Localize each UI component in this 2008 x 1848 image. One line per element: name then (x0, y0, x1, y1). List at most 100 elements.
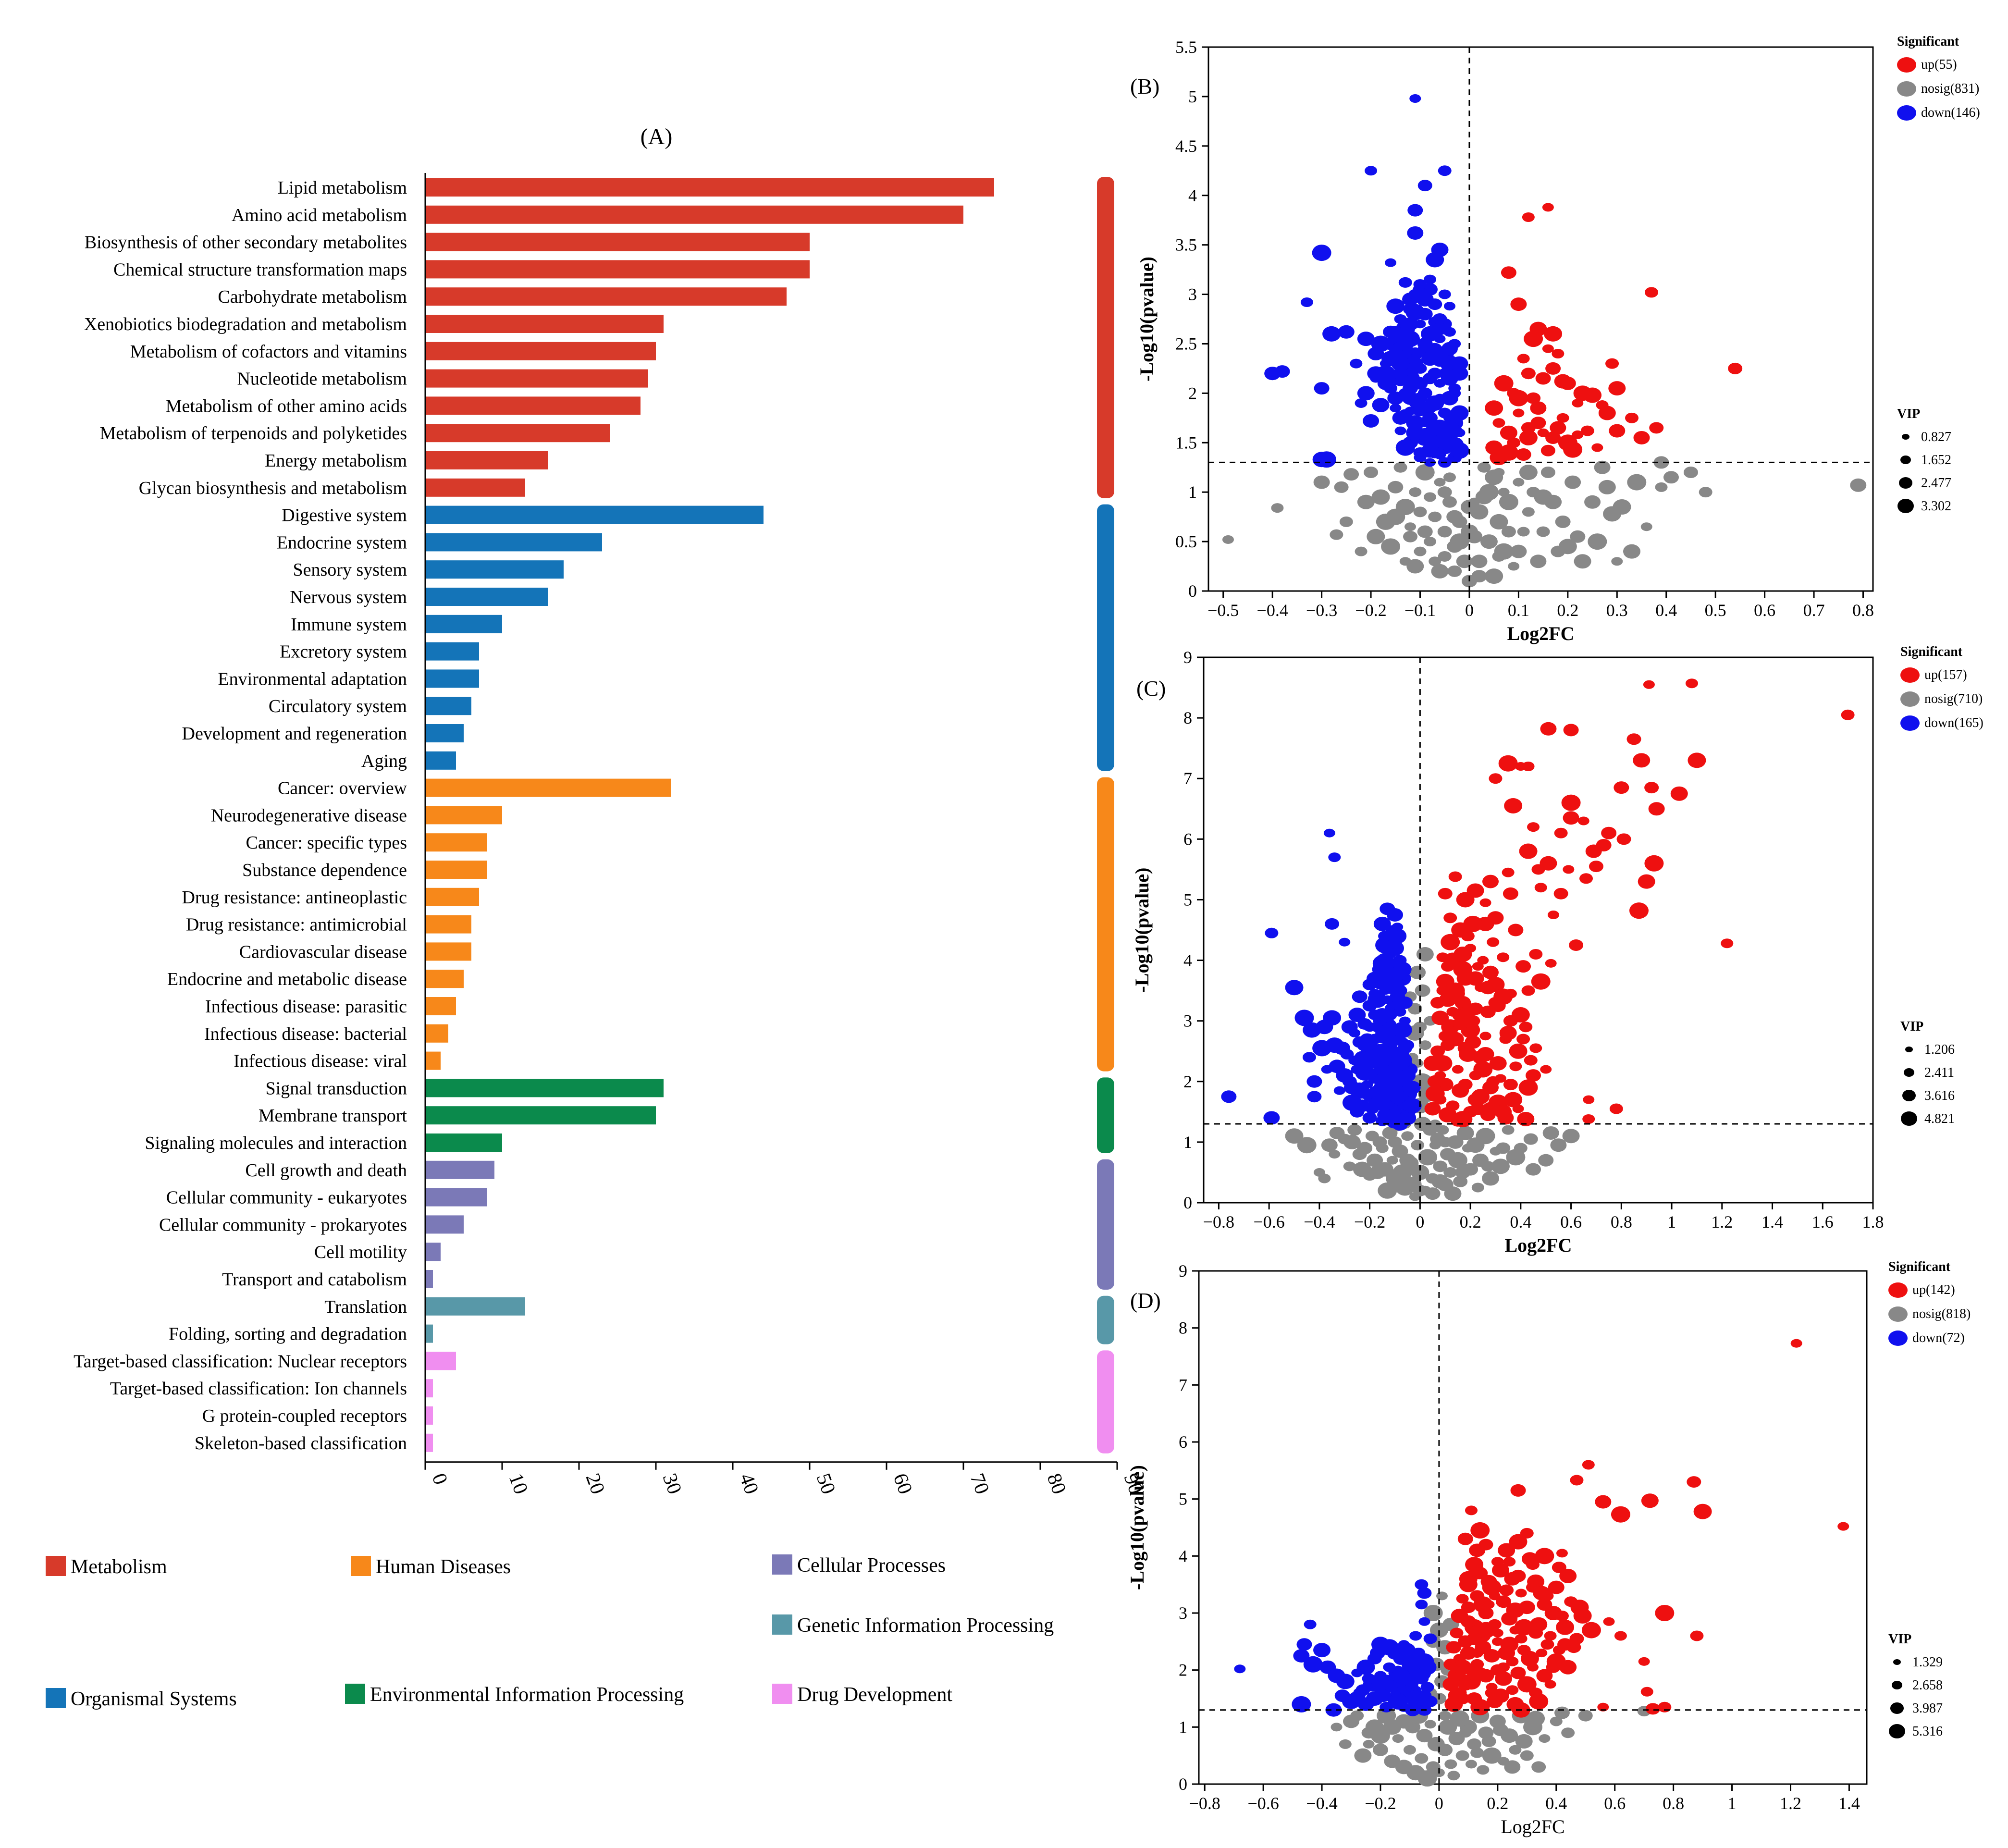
data-point (1444, 1186, 1462, 1201)
bar (425, 1188, 487, 1207)
data-point (1378, 931, 1392, 942)
data-point (1417, 308, 1433, 320)
data-point (1441, 961, 1454, 972)
data-point (1450, 1710, 1469, 1727)
vip-marker (1902, 1090, 1916, 1101)
data-point (1415, 464, 1435, 481)
data-point (1450, 442, 1469, 459)
bar (425, 1352, 456, 1370)
bar-category-label: Metabolism of cofactors and vitamins (130, 342, 407, 362)
bar-category-label: Infectious disease: parasitic (205, 997, 407, 1017)
data-point (1537, 428, 1549, 437)
data-point (1542, 203, 1554, 212)
data-point (1417, 1770, 1431, 1781)
legend-label: Drug Development (797, 1684, 952, 1706)
data-point (1393, 961, 1412, 977)
data-point (1416, 947, 1434, 961)
data-point (1608, 381, 1626, 396)
bar (425, 915, 471, 934)
data-point (1450, 1115, 1465, 1127)
data-point (1441, 342, 1458, 356)
data-point (1450, 1627, 1464, 1639)
data-point (1498, 1543, 1515, 1558)
vip-marker (1893, 1659, 1901, 1665)
data-point (1480, 534, 1498, 549)
data-point (1460, 1646, 1477, 1660)
bar (425, 1297, 525, 1316)
data-point (1536, 1669, 1553, 1683)
legend-marker (1900, 667, 1920, 683)
bar-category-label: Digestive system (282, 505, 407, 526)
vip-marker (1905, 1047, 1913, 1052)
y-tick-label: 8 (1179, 1318, 1187, 1338)
data-point (1409, 965, 1426, 979)
data-point (1522, 762, 1535, 771)
data-point (1561, 1727, 1575, 1738)
data-point (1412, 1674, 1425, 1684)
data-point (1531, 864, 1545, 875)
y-tick-label: 6 (1179, 1432, 1187, 1452)
data-point (1443, 302, 1455, 311)
data-point (1407, 357, 1424, 370)
vip-label: 5.316 (1912, 1724, 1943, 1739)
data-point (1285, 1128, 1304, 1144)
data-point (1489, 1591, 1501, 1601)
bar (425, 970, 464, 988)
legend-marker (1900, 715, 1920, 731)
data-point (1462, 1144, 1474, 1153)
data-point (1641, 1493, 1659, 1508)
data-point (1414, 453, 1427, 463)
data-point (1455, 1750, 1469, 1761)
data-point (1490, 999, 1506, 1012)
data-point (1790, 1339, 1802, 1348)
data-point (1499, 1584, 1514, 1596)
data-point (1570, 530, 1586, 543)
data-point (1542, 1126, 1559, 1140)
data-point (1509, 1043, 1528, 1059)
group-side-bar (1097, 1295, 1114, 1344)
data-point (1492, 551, 1506, 562)
y-tick-label: 4.5 (1175, 136, 1197, 156)
data-point (1467, 1093, 1483, 1106)
x-tick-label: 0.6 (1754, 601, 1775, 620)
vip-label: 1.206 (1924, 1042, 1955, 1057)
x-tick-label: −0.4 (1306, 1794, 1337, 1813)
data-point (1500, 1637, 1519, 1652)
data-point (1348, 1008, 1366, 1023)
data-point (1510, 544, 1527, 558)
vip-marker (1889, 1724, 1905, 1738)
data-point (1376, 513, 1395, 530)
data-point (1540, 1639, 1554, 1650)
bar-category-label: Cellular community - eukaryotes (166, 1188, 407, 1208)
data-point (1565, 475, 1581, 489)
legend-label: Genetic Information Processing (797, 1614, 1054, 1637)
bar-category-label: Energy metabolism (265, 451, 407, 471)
y-tick-label: 2 (1179, 1661, 1187, 1680)
x-tick-label: 0.7 (1803, 601, 1825, 620)
data-point (1371, 335, 1391, 352)
data-point (1336, 1068, 1354, 1083)
y-tick-label: 3 (1179, 1603, 1187, 1623)
data-point (1522, 212, 1535, 222)
data-point (1638, 1657, 1650, 1666)
bar (425, 806, 502, 825)
data-point (1457, 1678, 1473, 1691)
panel-a-bar-chart: (A) Lipid metabolism Amino acid metabolis… (46, 124, 1147, 1710)
data-point (1526, 1069, 1541, 1082)
vip-label: 3.302 (1921, 499, 1951, 514)
data-point (1304, 1619, 1317, 1629)
bar-category-label: Sensory system (293, 560, 407, 580)
data-point (1383, 1064, 1402, 1080)
data-point (1521, 422, 1536, 434)
legend-label: Cellular Processes (797, 1554, 946, 1577)
data-point (1446, 1007, 1459, 1017)
data-point (1378, 1182, 1397, 1199)
data-point (1423, 1633, 1437, 1644)
data-point (1388, 1693, 1408, 1710)
data-point (1534, 489, 1552, 505)
legend-marker (1897, 81, 1916, 97)
data-point (1485, 1688, 1499, 1699)
data-point (1300, 297, 1313, 308)
data-point (1640, 522, 1652, 531)
bar (425, 778, 671, 797)
